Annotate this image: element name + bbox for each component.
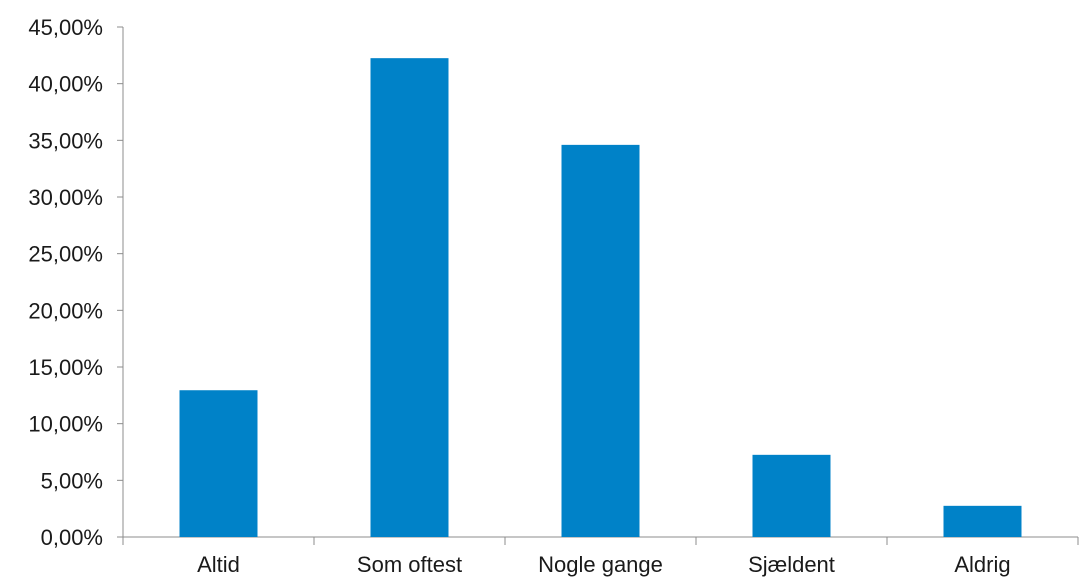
x-category-label: Sjældent	[748, 552, 835, 577]
x-category-label: Altid	[197, 552, 240, 577]
bar-sjældent	[752, 454, 831, 537]
x-axis-category-labels: Altid Som oftest Nogle gange Sjældent Aldrig	[197, 552, 1011, 577]
bar-som-oftest	[370, 58, 449, 538]
y-tick-label: 35,00%	[28, 128, 103, 153]
y-tick-label: 30,00%	[28, 185, 103, 210]
y-tick-label: 40,00%	[28, 72, 103, 97]
x-category-label: Som oftest	[357, 552, 462, 577]
x-category-label: Aldrig	[954, 552, 1010, 577]
bar-altid	[179, 390, 258, 537]
bar-aldrig	[943, 505, 1022, 537]
x-category-label: Nogle gange	[538, 552, 663, 577]
y-axis-tick-labels: 0,00% 5,00% 10,00% 15,00% 20,00% 25,00% 30,00%…	[28, 15, 103, 550]
y-tick-label: 0,00%	[41, 525, 103, 550]
y-tick-label: 45,00%	[28, 15, 103, 40]
y-tick-label: 25,00%	[28, 242, 103, 267]
bar-nogle-gange	[561, 144, 640, 537]
bars	[179, 58, 1022, 538]
y-tick-label: 10,00%	[28, 412, 103, 437]
y-tick-label: 20,00%	[28, 298, 103, 323]
y-tick-label: 5,00%	[41, 468, 103, 493]
axes	[117, 26, 1079, 545]
y-tick-label: 15,00%	[28, 355, 103, 380]
